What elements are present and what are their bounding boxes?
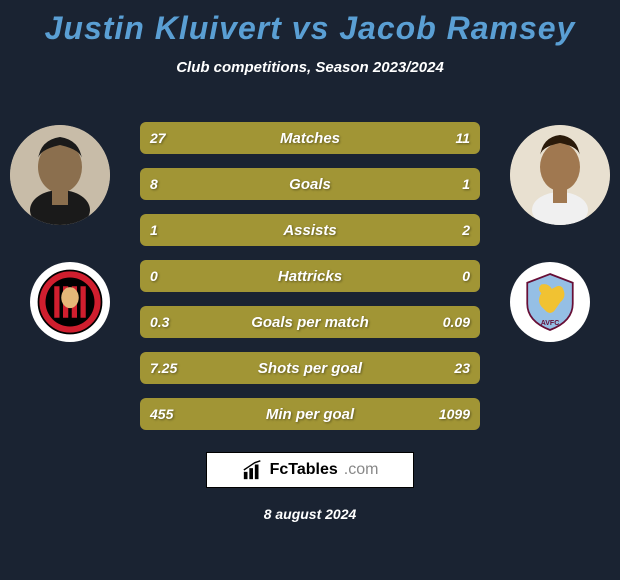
footer-date: 8 august 2024 <box>0 506 620 522</box>
stat-label: Shots per goal <box>258 360 362 377</box>
brand-suffix: .com <box>344 461 379 479</box>
stat-row-goals: 8 Goals 1 <box>140 168 480 200</box>
villa-logo: AVFC <box>515 267 585 337</box>
stat-left-value: 455 <box>150 406 173 422</box>
brand-name: FcTables <box>270 461 338 479</box>
svg-text:AVFC: AVFC <box>541 320 560 327</box>
player-right-avatar <box>510 125 610 225</box>
stat-row-shots-per-goal: 7.25 Shots per goal 23 <box>140 352 480 384</box>
chart-icon <box>242 459 264 481</box>
club-left-logo <box>30 262 110 342</box>
player-left-avatar <box>10 125 110 225</box>
stat-right-value: 1 <box>462 176 470 192</box>
avatar-left-svg <box>10 125 110 225</box>
stat-right-value: 23 <box>454 360 470 376</box>
stat-left-value: 27 <box>150 130 166 146</box>
stat-left-value: 7.25 <box>150 360 177 376</box>
stat-label: Goals <box>289 176 331 193</box>
subtitle: Club competitions, Season 2023/2024 <box>0 59 620 76</box>
bournemouth-logo <box>35 267 105 337</box>
stat-label: Min per goal <box>266 406 354 423</box>
avatar-right-svg <box>510 125 610 225</box>
stat-row-matches: 27 Matches 11 <box>140 122 480 154</box>
stat-right-value: 11 <box>455 130 470 146</box>
page-title: Justin Kluivert vs Jacob Ramsey <box>0 0 620 47</box>
stat-left-value: 0.3 <box>150 314 169 330</box>
stat-left-value: 8 <box>150 176 158 192</box>
stat-row-hattricks: 0 Hattricks 0 <box>140 260 480 292</box>
stat-label: Hattricks <box>278 268 342 285</box>
stat-label: Goals per match <box>251 314 369 331</box>
stat-left-value: 1 <box>150 222 158 238</box>
stat-right-value: 1099 <box>439 406 470 422</box>
stat-row-min-per-goal: 455 Min per goal 1099 <box>140 398 480 430</box>
stat-right-value: 2 <box>462 222 470 238</box>
footer-brand: FcTables .com <box>206 452 414 488</box>
stat-label: Matches <box>280 130 340 147</box>
stat-right-value: 0 <box>462 268 470 284</box>
stats-container: 27 Matches 11 8 Goals 1 1 Assists 2 0 Ha… <box>140 122 480 444</box>
stat-label: Assists <box>283 222 336 239</box>
stat-row-goals-per-match: 0.3 Goals per match 0.09 <box>140 306 480 338</box>
club-right-logo: AVFC <box>510 262 590 342</box>
stat-row-assists: 1 Assists 2 <box>140 214 480 246</box>
stat-left-value: 0 <box>150 268 158 284</box>
stat-right-value: 0.09 <box>443 314 470 330</box>
